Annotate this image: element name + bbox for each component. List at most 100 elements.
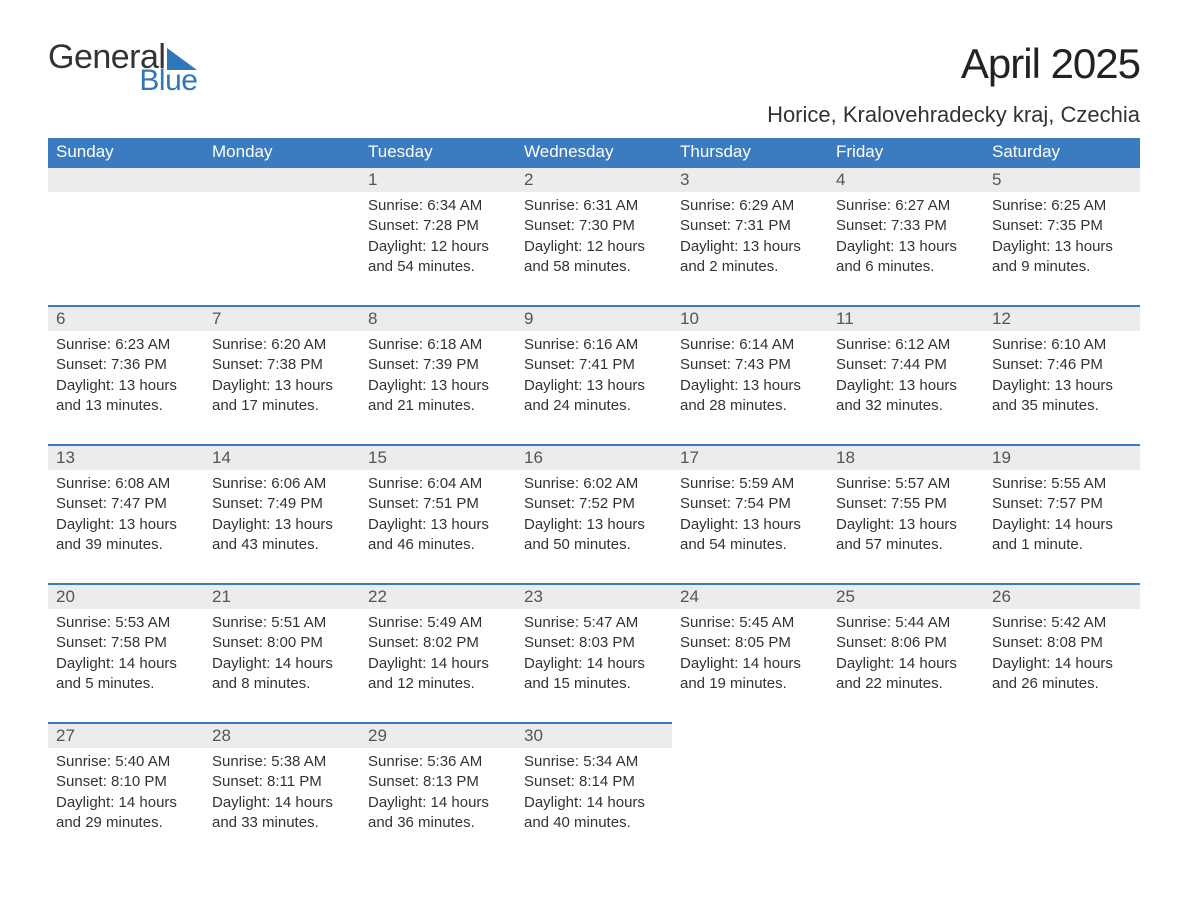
day-number: 14	[204, 444, 360, 470]
calendar-day: 26Sunrise: 5:42 AMSunset: 8:08 PMDayligh…	[984, 583, 1140, 722]
calendar-day: 24Sunrise: 5:45 AMSunset: 8:05 PMDayligh…	[672, 583, 828, 722]
day-details: Sunrise: 5:38 AMSunset: 8:11 PMDaylight:…	[204, 748, 360, 843]
day-number: 25	[828, 583, 984, 609]
day-details: Sunrise: 5:49 AMSunset: 8:02 PMDaylight:…	[360, 609, 516, 722]
calendar-day: 28Sunrise: 5:38 AMSunset: 8:11 PMDayligh…	[204, 722, 360, 843]
calendar-day-empty	[828, 722, 984, 843]
day-details: Sunrise: 5:59 AMSunset: 7:54 PMDaylight:…	[672, 470, 828, 583]
logo-text-2: Blue	[113, 66, 197, 96]
day-details: Sunrise: 6:10 AMSunset: 7:46 PMDaylight:…	[984, 331, 1140, 444]
title-block: April 2025	[961, 40, 1140, 88]
calendar-day: 8Sunrise: 6:18 AMSunset: 7:39 PMDaylight…	[360, 305, 516, 444]
calendar-day: 12Sunrise: 6:10 AMSunset: 7:46 PMDayligh…	[984, 305, 1140, 444]
day-number: 18	[828, 444, 984, 470]
day-details: Sunrise: 6:16 AMSunset: 7:41 PMDaylight:…	[516, 331, 672, 444]
day-details: Sunrise: 5:45 AMSunset: 8:05 PMDaylight:…	[672, 609, 828, 722]
day-number: 28	[204, 722, 360, 748]
column-header: Sunday	[48, 138, 204, 166]
calendar-day: 30Sunrise: 5:34 AMSunset: 8:14 PMDayligh…	[516, 722, 672, 843]
column-header: Wednesday	[516, 138, 672, 166]
calendar-day: 7Sunrise: 6:20 AMSunset: 7:38 PMDaylight…	[204, 305, 360, 444]
location-subtitle: Horice, Kralovehradecky kraj, Czechia	[48, 102, 1140, 128]
day-details: Sunrise: 5:44 AMSunset: 8:06 PMDaylight:…	[828, 609, 984, 722]
calendar-day: 3Sunrise: 6:29 AMSunset: 7:31 PMDaylight…	[672, 166, 828, 305]
column-header: Friday	[828, 138, 984, 166]
day-number: 19	[984, 444, 1140, 470]
calendar-day: 27Sunrise: 5:40 AMSunset: 8:10 PMDayligh…	[48, 722, 204, 843]
day-number: 16	[516, 444, 672, 470]
calendar-day-empty	[672, 722, 828, 843]
day-number: 7	[204, 305, 360, 331]
column-header: Monday	[204, 138, 360, 166]
day-details: Sunrise: 6:02 AMSunset: 7:52 PMDaylight:…	[516, 470, 672, 583]
calendar-day: 29Sunrise: 5:36 AMSunset: 8:13 PMDayligh…	[360, 722, 516, 843]
day-details: Sunrise: 6:34 AMSunset: 7:28 PMDaylight:…	[360, 192, 516, 305]
day-number: 26	[984, 583, 1140, 609]
day-number: 23	[516, 583, 672, 609]
calendar-day: 19Sunrise: 5:55 AMSunset: 7:57 PMDayligh…	[984, 444, 1140, 583]
day-number: 8	[360, 305, 516, 331]
day-details: Sunrise: 6:29 AMSunset: 7:31 PMDaylight:…	[672, 192, 828, 305]
calendar-day: 9Sunrise: 6:16 AMSunset: 7:41 PMDaylight…	[516, 305, 672, 444]
day-details: Sunrise: 5:47 AMSunset: 8:03 PMDaylight:…	[516, 609, 672, 722]
day-details: Sunrise: 6:14 AMSunset: 7:43 PMDaylight:…	[672, 331, 828, 444]
day-number: 17	[672, 444, 828, 470]
day-details: Sunrise: 6:04 AMSunset: 7:51 PMDaylight:…	[360, 470, 516, 583]
calendar-day: 6Sunrise: 6:23 AMSunset: 7:36 PMDaylight…	[48, 305, 204, 444]
day-number: 27	[48, 722, 204, 748]
day-number: 9	[516, 305, 672, 331]
calendar-day: 10Sunrise: 6:14 AMSunset: 7:43 PMDayligh…	[672, 305, 828, 444]
day-number: 29	[360, 722, 516, 748]
calendar-week: 1Sunrise: 6:34 AMSunset: 7:28 PMDaylight…	[48, 166, 1140, 305]
calendar-day: 13Sunrise: 6:08 AMSunset: 7:47 PMDayligh…	[48, 444, 204, 583]
calendar-day: 2Sunrise: 6:31 AMSunset: 7:30 PMDaylight…	[516, 166, 672, 305]
calendar-header: SundayMondayTuesdayWednesdayThursdayFrid…	[48, 138, 1140, 166]
calendar-day: 16Sunrise: 6:02 AMSunset: 7:52 PMDayligh…	[516, 444, 672, 583]
day-number: 21	[204, 583, 360, 609]
calendar-body: 1Sunrise: 6:34 AMSunset: 7:28 PMDaylight…	[48, 166, 1140, 843]
day-number: 15	[360, 444, 516, 470]
day-details: Sunrise: 5:36 AMSunset: 8:13 PMDaylight:…	[360, 748, 516, 843]
calendar-week: 20Sunrise: 5:53 AMSunset: 7:58 PMDayligh…	[48, 583, 1140, 722]
calendar-day: 21Sunrise: 5:51 AMSunset: 8:00 PMDayligh…	[204, 583, 360, 722]
day-details: Sunrise: 5:51 AMSunset: 8:00 PMDaylight:…	[204, 609, 360, 722]
calendar-week: 27Sunrise: 5:40 AMSunset: 8:10 PMDayligh…	[48, 722, 1140, 843]
day-details: Sunrise: 5:34 AMSunset: 8:14 PMDaylight:…	[516, 748, 672, 843]
day-number: 5	[984, 166, 1140, 192]
calendar-day: 22Sunrise: 5:49 AMSunset: 8:02 PMDayligh…	[360, 583, 516, 722]
header-row: General Blue April 2025	[48, 40, 1140, 96]
day-number: 1	[360, 166, 516, 192]
column-header: Tuesday	[360, 138, 516, 166]
day-number: 2	[516, 166, 672, 192]
calendar-day: 25Sunrise: 5:44 AMSunset: 8:06 PMDayligh…	[828, 583, 984, 722]
calendar-day: 1Sunrise: 6:34 AMSunset: 7:28 PMDaylight…	[360, 166, 516, 305]
day-number: 6	[48, 305, 204, 331]
day-number: 22	[360, 583, 516, 609]
calendar-day-empty	[984, 722, 1140, 843]
day-details: Sunrise: 6:08 AMSunset: 7:47 PMDaylight:…	[48, 470, 204, 583]
day-details: Sunrise: 6:25 AMSunset: 7:35 PMDaylight:…	[984, 192, 1140, 305]
calendar-day-empty	[204, 166, 360, 305]
day-number-empty	[48, 166, 204, 192]
day-details: Sunrise: 6:06 AMSunset: 7:49 PMDaylight:…	[204, 470, 360, 583]
day-details: Sunrise: 5:42 AMSunset: 8:08 PMDaylight:…	[984, 609, 1140, 722]
day-number: 3	[672, 166, 828, 192]
column-header: Saturday	[984, 138, 1140, 166]
day-number: 11	[828, 305, 984, 331]
day-number: 30	[516, 722, 672, 748]
day-details: Sunrise: 5:40 AMSunset: 8:10 PMDaylight:…	[48, 748, 204, 843]
calendar-day: 15Sunrise: 6:04 AMSunset: 7:51 PMDayligh…	[360, 444, 516, 583]
day-details: Sunrise: 6:23 AMSunset: 7:36 PMDaylight:…	[48, 331, 204, 444]
page-title: April 2025	[961, 40, 1140, 88]
day-number: 4	[828, 166, 984, 192]
day-number: 13	[48, 444, 204, 470]
calendar-day: 17Sunrise: 5:59 AMSunset: 7:54 PMDayligh…	[672, 444, 828, 583]
calendar-week: 6Sunrise: 6:23 AMSunset: 7:36 PMDaylight…	[48, 305, 1140, 444]
day-details: Sunrise: 5:57 AMSunset: 7:55 PMDaylight:…	[828, 470, 984, 583]
day-number: 12	[984, 305, 1140, 331]
day-details: Sunrise: 6:12 AMSunset: 7:44 PMDaylight:…	[828, 331, 984, 444]
calendar-table: SundayMondayTuesdayWednesdayThursdayFrid…	[48, 138, 1140, 843]
logo: General Blue	[48, 40, 197, 96]
day-details: Sunrise: 6:31 AMSunset: 7:30 PMDaylight:…	[516, 192, 672, 305]
day-details: Sunrise: 6:27 AMSunset: 7:33 PMDaylight:…	[828, 192, 984, 305]
